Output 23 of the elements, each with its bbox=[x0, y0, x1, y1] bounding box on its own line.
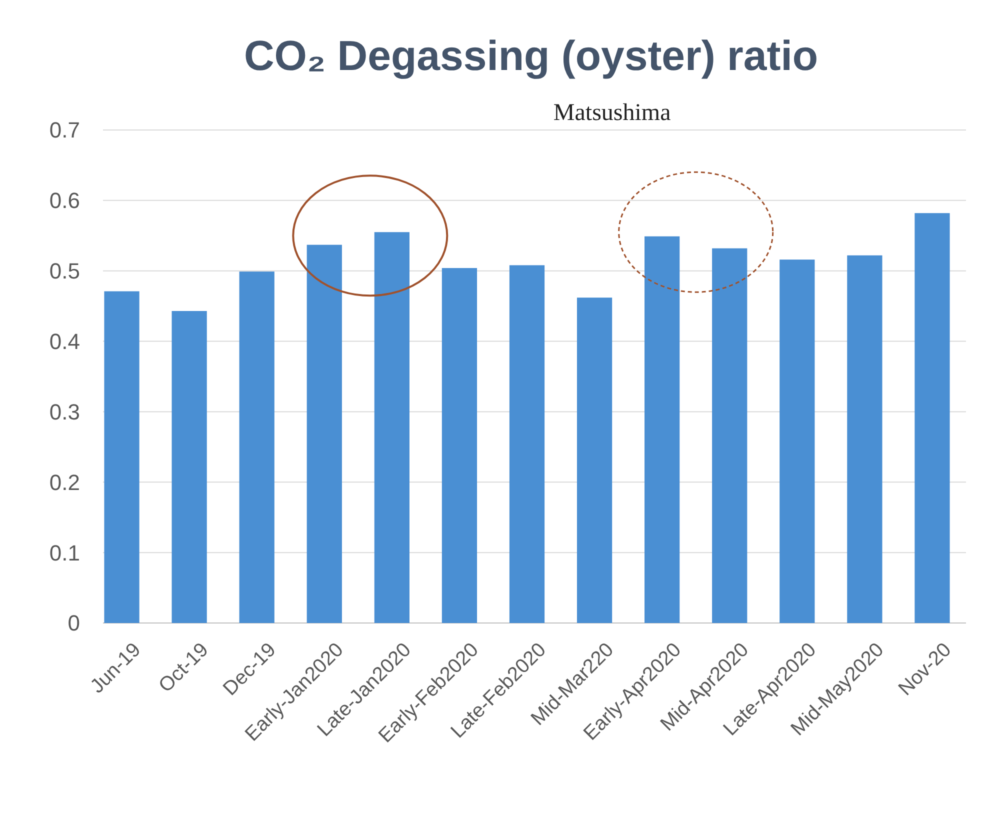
y-tick-label: 0.3 bbox=[49, 399, 80, 424]
bar bbox=[306, 244, 342, 623]
y-tick-label: 0 bbox=[68, 610, 80, 636]
y-tick-label: 0.4 bbox=[49, 328, 80, 354]
text: Matsushima bbox=[553, 100, 672, 126]
bar bbox=[712, 248, 748, 623]
y-tick-label: 0.1 bbox=[49, 540, 80, 566]
chart-title: CO₂ Degassing (oyster) ratio bbox=[244, 32, 818, 79]
bar bbox=[847, 255, 882, 623]
bar bbox=[576, 298, 612, 623]
bar bbox=[780, 260, 815, 623]
bar bbox=[104, 291, 140, 623]
bar bbox=[914, 213, 950, 623]
bar bbox=[239, 272, 274, 623]
bar bbox=[509, 265, 545, 623]
bar bbox=[172, 311, 207, 623]
y-tick-label: 0.5 bbox=[49, 258, 80, 284]
y-tick-label: 0.7 bbox=[49, 118, 80, 143]
y-tick-label: 0.6 bbox=[49, 188, 80, 214]
y-tick-label: 0.2 bbox=[49, 470, 80, 495]
bar bbox=[442, 268, 478, 623]
bar bbox=[644, 236, 680, 623]
bar bbox=[374, 232, 410, 623]
